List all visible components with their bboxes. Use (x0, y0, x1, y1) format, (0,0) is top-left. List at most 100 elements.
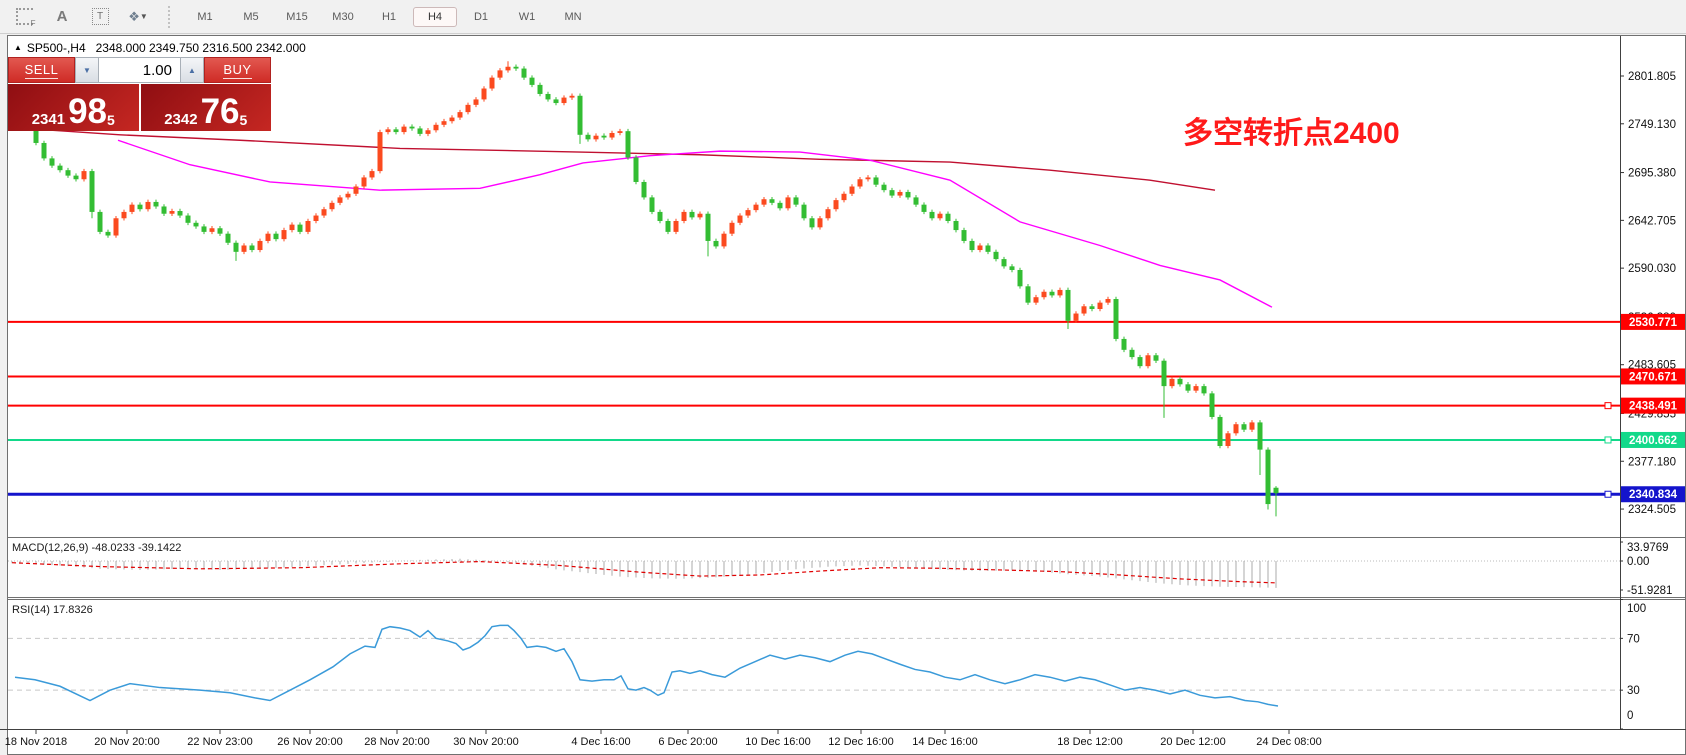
symbol-info-line: ▲ SP500-,H4 2348.000 2349.750 2316.500 234… (14, 41, 306, 55)
chart-annotation-text: 多空转折点2400 (1183, 117, 1400, 150)
time-tick-label: 6 Dec 20:00 (658, 736, 717, 748)
price-tick-label: 2642.705 (1628, 215, 1676, 227)
candle (665, 220, 671, 232)
tf-button-w1[interactable]: W1 (518, 10, 536, 23)
candle (857, 179, 863, 187)
buy-button[interactable]: BUY (204, 57, 271, 83)
candle (1185, 384, 1191, 391)
candle (929, 211, 935, 219)
candle (921, 204, 927, 212)
tf-button-d1[interactable]: D1 (473, 10, 489, 23)
level-line-handle[interactable] (1604, 436, 1612, 444)
candle (1025, 286, 1031, 303)
shapes-icon: ❖ (128, 8, 140, 24)
time-tick-label: 28 Nov 20:00 (364, 736, 429, 748)
trade-controls-row: SELL ▼ 1.00 ▲ BUY (8, 57, 271, 83)
tf-button-m15[interactable]: M15 (286, 10, 308, 23)
candle (497, 70, 503, 78)
price-tick-label: 2324.505 (1628, 504, 1676, 516)
candle (257, 240, 263, 251)
bid-price-big: 98 (68, 92, 107, 132)
tf-button-mn[interactable]: MN (564, 10, 582, 23)
candle (681, 211, 687, 221)
candle (913, 197, 919, 205)
text-label-tool-button[interactable]: T (88, 6, 112, 28)
candle (241, 245, 247, 252)
candle (785, 197, 791, 209)
candle (393, 129, 399, 133)
volume-input[interactable]: 1.00 (99, 57, 180, 83)
candle (185, 215, 191, 223)
candle (1049, 291, 1055, 296)
level-line-handle[interactable] (1604, 402, 1612, 410)
candle (1033, 297, 1039, 303)
candle (1153, 355, 1159, 361)
tf-button-h1[interactable]: H1 (381, 10, 397, 23)
letter-a-icon: A (56, 8, 68, 25)
tf-button-h4[interactable]: H4 (413, 6, 457, 27)
one-click-trading-widget: SELL ▼ 1.00 ▲ BUY 2341 98 5 2342 76 5 (8, 57, 271, 131)
candle (281, 230, 287, 240)
candle (433, 124, 439, 131)
tf-button-m30[interactable]: M30 (332, 10, 354, 23)
tf-button-m5[interactable]: M5 (243, 10, 259, 23)
time-tick-label: 24 Dec 08:00 (1256, 736, 1321, 748)
chart-window-bg (8, 35, 1686, 755)
level-line-handle[interactable] (1604, 490, 1612, 498)
toolbar-icon-group: A T ❖▼ (0, 6, 160, 28)
text-box-icon: T (91, 8, 109, 25)
candle (881, 184, 887, 191)
level-price-tag: 2438.491 (1621, 397, 1685, 414)
candle (473, 99, 479, 105)
candle (329, 202, 335, 210)
crosshair-grid-icon[interactable] (12, 6, 36, 28)
price-tick-label: 2801.805 (1628, 71, 1676, 83)
bid-price-box[interactable]: 2341 98 5 (8, 84, 139, 131)
font-tool-button[interactable]: A (50, 6, 74, 28)
rsi-line (14, 624, 1279, 707)
time-tick-label: 18 Dec 12:00 (1057, 736, 1122, 748)
candle (585, 134, 591, 140)
candle (993, 251, 999, 260)
candle (73, 175, 79, 180)
candle (441, 121, 447, 125)
rsi-plot (8, 624, 1620, 707)
candle (625, 131, 631, 158)
candle (1209, 393, 1215, 417)
candle (1169, 378, 1175, 387)
candle (561, 97, 567, 104)
candle (129, 204, 135, 212)
ask-price-box[interactable]: 2342 76 5 (140, 84, 271, 131)
candle (985, 245, 991, 252)
candle (1265, 449, 1271, 505)
rsi-tick-label: 30 (1627, 685, 1640, 697)
candle (1041, 291, 1047, 298)
candle (777, 202, 783, 209)
candle (1009, 266, 1015, 270)
macd-tick-label: 33.9769 (1627, 542, 1669, 554)
time-tick-label: 18 Nov 2018 (5, 736, 67, 748)
candle (889, 190, 895, 196)
candle (553, 99, 559, 104)
candle (417, 128, 423, 134)
sell-button[interactable]: SELL (8, 57, 75, 83)
draw-objects-button[interactable]: ❖ ▼ (126, 6, 150, 28)
ma-fast-line (117, 139, 1273, 308)
quote-prices-row: 2341 98 5 2342 76 5 (8, 84, 271, 131)
candle (49, 158, 55, 166)
time-tick-label: 4 Dec 16:00 (571, 736, 630, 748)
volume-decrease-button[interactable]: ▼ (75, 57, 99, 83)
candle (481, 88, 487, 100)
volume-increase-button[interactable]: ▲ (180, 57, 204, 83)
candle (641, 181, 647, 198)
candle (841, 193, 847, 201)
toolbar-separator[interactable] (168, 5, 175, 28)
candle (569, 95, 575, 98)
candle (1217, 416, 1223, 447)
collapse-arrow-icon[interactable]: ▲ (14, 43, 22, 52)
candle (1177, 378, 1183, 385)
level-price-tag-text: 2340.834 (1629, 489, 1678, 501)
candle (1201, 386, 1207, 394)
tf-button-m1[interactable]: M1 (197, 10, 213, 23)
